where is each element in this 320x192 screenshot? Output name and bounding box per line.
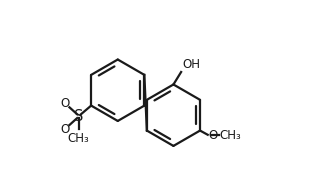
Text: O: O [60,97,70,110]
Text: O: O [209,129,218,142]
Text: CH₃: CH₃ [68,132,90,146]
Text: CH₃: CH₃ [220,129,242,142]
Text: O: O [60,123,70,136]
Text: OH: OH [182,58,200,71]
Text: S: S [74,109,84,124]
